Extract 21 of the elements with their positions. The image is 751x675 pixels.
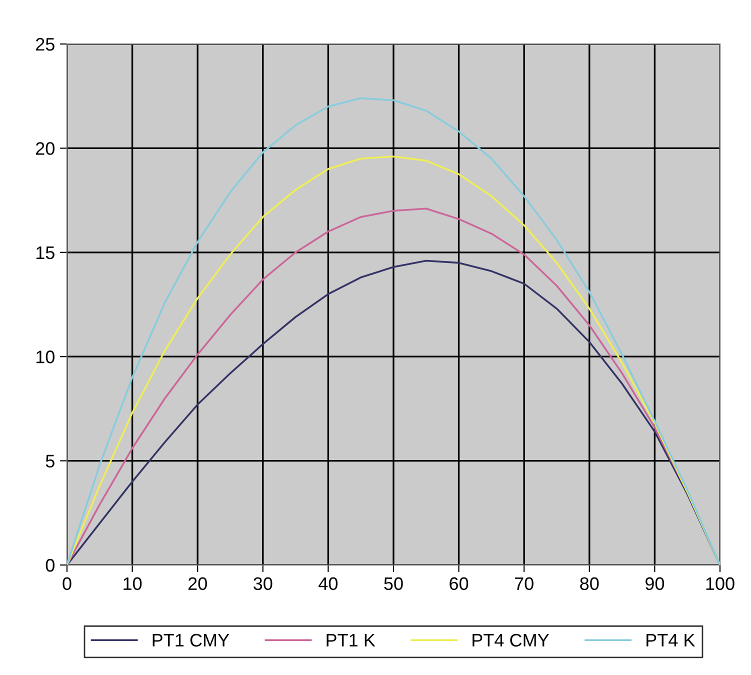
x-tick-label: 50: [384, 577, 403, 590]
x-tick-label: 90: [646, 577, 664, 590]
y-tick-label: 15: [36, 246, 54, 260]
x-tick-label: 100: [706, 577, 734, 590]
legend-label: PT1 CMY: [152, 634, 230, 647]
y-tick-label: 10: [36, 350, 54, 364]
y-tick-label: 20: [36, 142, 54, 155]
x-tick-label: 30: [254, 577, 272, 590]
legend-label: PT4 CMY: [472, 634, 549, 647]
x-tick-label: 0: [62, 577, 72, 590]
x-tick-label: 40: [318, 577, 338, 590]
legend-label: PT4 K: [646, 634, 696, 646]
x-tick-label: 20: [188, 577, 207, 590]
x-tick-label: 60: [450, 577, 468, 590]
x-tick-label: 70: [514, 577, 534, 590]
y-tick-label: 5: [46, 454, 54, 468]
y-tick-label: 0: [46, 558, 54, 572]
y-tick-label: 25: [36, 38, 54, 51]
x-tick-label: 10: [124, 577, 142, 590]
legend-label: PT1 K: [326, 634, 376, 646]
x-tick-label: 80: [580, 577, 599, 590]
